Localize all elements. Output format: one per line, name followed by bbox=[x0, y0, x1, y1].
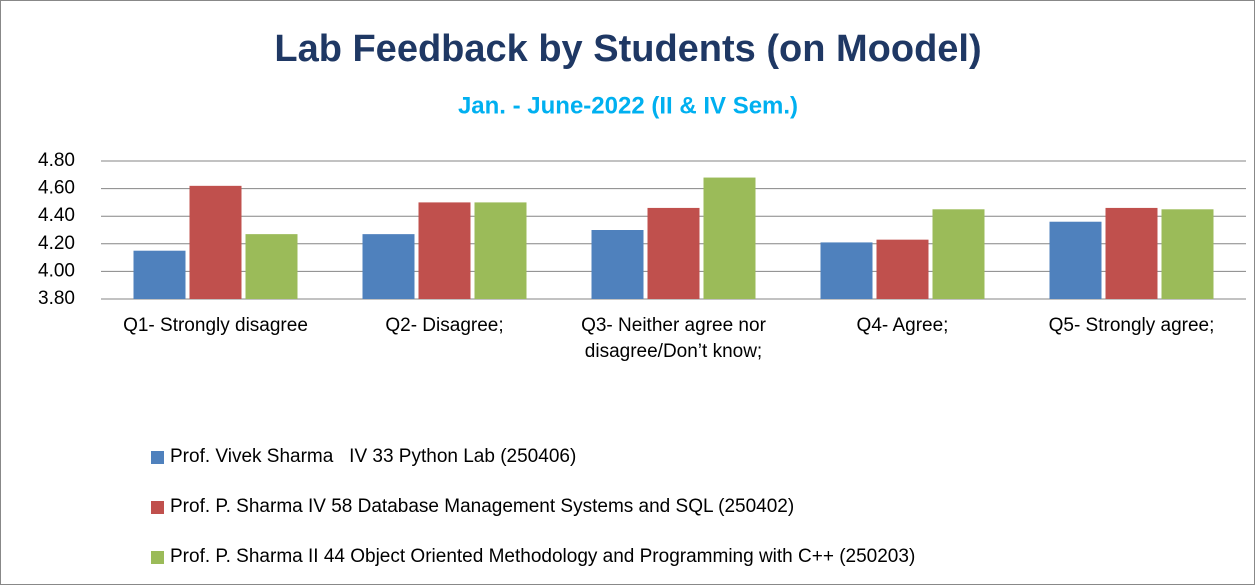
bar bbox=[133, 250, 186, 299]
legend-entry: Prof. P. Sharma II 44 Object Oriented Me… bbox=[151, 546, 915, 568]
legend-label: Prof. Vivek Sharma IV 33 Python Lab (250… bbox=[170, 446, 577, 467]
bar bbox=[362, 234, 415, 299]
legend-entry: Prof. Vivek Sharma IV 33 Python Lab (250… bbox=[151, 446, 576, 468]
y-tick-label: 4.20 bbox=[38, 233, 75, 254]
y-tick-label: 4.00 bbox=[38, 260, 75, 281]
y-tick-label: 4.80 bbox=[38, 150, 75, 171]
legend-label: Prof. P. Sharma IV 58 Database Managemen… bbox=[170, 496, 795, 517]
x-tick-label: Q1- Strongly disagree bbox=[123, 315, 308, 336]
bar bbox=[245, 234, 298, 299]
chart-subtitle: Jan. - June-2022 (II & IV Sem.) bbox=[458, 92, 798, 119]
y-tick-label: 3.80 bbox=[38, 288, 75, 309]
x-tick-label: Q4- Agree; bbox=[856, 315, 949, 336]
y-tick-label: 4.40 bbox=[38, 205, 75, 226]
bar bbox=[876, 239, 929, 299]
bar bbox=[189, 185, 242, 299]
x-tick-label: Q2- Disagree; bbox=[385, 315, 504, 336]
bar bbox=[703, 177, 756, 299]
bar bbox=[418, 202, 471, 299]
x-tick-label: Q3- Neither agree nor disagree/Don’t kno… bbox=[581, 315, 766, 362]
bar bbox=[591, 230, 644, 299]
legend-swatch bbox=[151, 450, 164, 464]
bar bbox=[1049, 221, 1102, 299]
bar bbox=[820, 242, 873, 299]
y-tick-label: 4.60 bbox=[38, 178, 75, 199]
legend-label: Prof. P. Sharma II 44 Object Oriented Me… bbox=[170, 546, 916, 567]
bar bbox=[1105, 207, 1158, 299]
bar bbox=[1161, 209, 1214, 299]
legend-swatch bbox=[151, 550, 164, 564]
bar bbox=[474, 202, 527, 299]
legend-swatch bbox=[151, 500, 164, 514]
bar bbox=[932, 209, 985, 299]
bar bbox=[647, 207, 700, 299]
chart-title: Lab Feedback by Students (on Moodel) bbox=[274, 28, 981, 70]
legend-entry: Prof. P. Sharma IV 58 Database Managemen… bbox=[151, 496, 794, 518]
x-tick-label: Q5- Strongly agree; bbox=[1048, 315, 1215, 336]
